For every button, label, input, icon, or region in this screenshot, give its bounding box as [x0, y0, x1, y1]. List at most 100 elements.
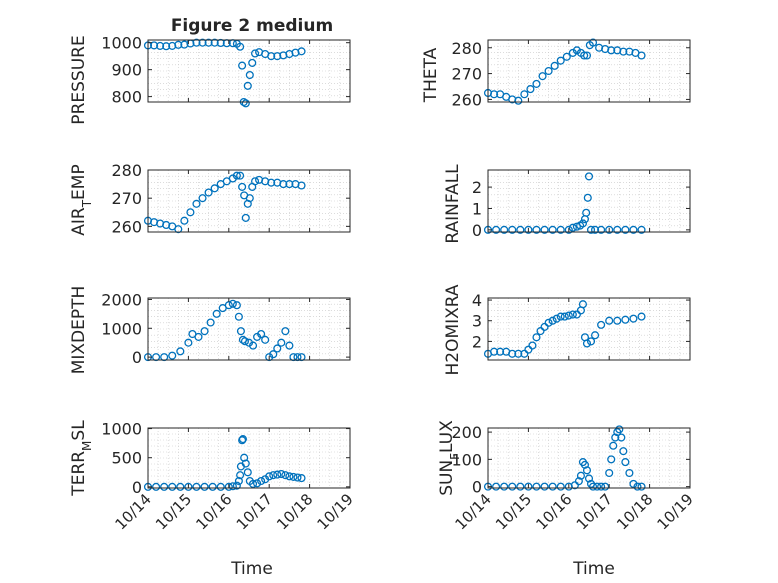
data-point-7-25	[609, 441, 618, 450]
data-point-7-16	[582, 466, 592, 475]
subplot-h2omixra: H2OMIXRA 23 4	[443, 284, 691, 376]
ytick-label-0-1: 900	[111, 61, 142, 80]
data-point-3-11	[568, 223, 577, 232]
ylabel-main-2: AIR	[69, 207, 89, 236]
data-point-4-9	[206, 318, 215, 327]
ytick-label-3-0: 0	[472, 221, 482, 240]
series-5	[483, 300, 646, 358]
data-point-3-9	[556, 225, 565, 234]
ytick-label-3-2: 2	[472, 178, 482, 197]
ylabel-tail-2: EMP	[69, 164, 89, 200]
data-point-2-7	[186, 208, 195, 217]
data-point-3-8	[548, 225, 557, 234]
ytick-label-1-2: 280	[451, 39, 482, 58]
ytick-label-5-0: 2	[472, 332, 482, 351]
data-point-5-23	[582, 339, 592, 348]
data-point-4-30	[289, 353, 298, 362]
data-point-2-8	[192, 199, 201, 208]
data-point-1-15	[572, 46, 581, 55]
data-point-0-17	[238, 61, 247, 70]
data-point-1-5	[514, 96, 523, 105]
data-point-6-34	[297, 474, 306, 483]
data-point-4-27	[277, 338, 286, 347]
data-point-6-29	[277, 469, 286, 479]
series-2	[143, 171, 306, 234]
data-point-2-17	[238, 182, 247, 191]
data-point-6-30	[281, 471, 290, 480]
data-point-4-8	[200, 327, 209, 336]
ytick-label-1-0: 260	[451, 90, 482, 109]
data-point-7-30	[619, 447, 628, 456]
data-point-4-20	[248, 341, 258, 350]
data-point-4-5	[184, 338, 193, 347]
data-point-4-16	[236, 327, 245, 336]
data-point-6-1	[152, 482, 161, 491]
data-point-4-32	[297, 353, 306, 362]
data-point-7-32	[625, 468, 634, 478]
axes-box-2	[147, 169, 351, 233]
data-point-6-33	[293, 473, 302, 482]
data-point-2-5	[174, 225, 183, 234]
data-point-4-28	[281, 327, 290, 336]
data-point-5-24	[586, 337, 596, 346]
data-point-2-15	[232, 171, 241, 180]
h2omixra-ylabel: H2OMIXRA	[443, 284, 463, 375]
data-point-1-7	[526, 85, 535, 94]
data-point-4-15	[234, 312, 243, 321]
data-point-5-29	[621, 315, 630, 324]
subplot-air-temp: AIRTEMP 260 270 280	[69, 161, 351, 236]
data-point-0-16	[236, 42, 245, 51]
series-7	[483, 425, 646, 491]
ytick-label-1-1: 270	[451, 65, 482, 84]
data-point-3-23	[613, 225, 622, 234]
ytick-label-2-2: 280	[111, 161, 142, 180]
data-point-1-18	[582, 51, 592, 60]
data-point-1-8	[532, 79, 541, 88]
series-1	[483, 38, 646, 105]
data-point-0-3	[162, 42, 171, 51]
data-point-7-29	[617, 433, 626, 442]
data-point-3-25	[629, 225, 638, 234]
ytick-label-6-0: 0	[132, 478, 142, 497]
data-point-1-23	[607, 46, 616, 55]
ytick-label-5-1: 3	[472, 312, 482, 331]
data-point-6-8	[208, 482, 217, 491]
data-point-0-21	[245, 70, 254, 80]
data-point-5-28	[613, 316, 622, 325]
data-point-7-20	[593, 482, 602, 491]
data-point-6-31	[285, 472, 294, 481]
data-point-7-17	[584, 474, 594, 483]
axes-box-1	[487, 39, 691, 103]
theta-ylabel: THETA	[421, 47, 441, 103]
data-point-7-11	[570, 481, 579, 490]
data-point-6-26	[265, 472, 274, 481]
data-point-7-21	[597, 482, 606, 491]
data-point-5-21	[578, 300, 587, 309]
data-point-1-14	[568, 48, 577, 57]
data-point-5-4	[508, 349, 517, 358]
data-point-5-30	[629, 314, 638, 323]
ytick-label-0-2: 1000	[101, 34, 142, 53]
data-point-4-14	[232, 301, 241, 310]
data-point-4-29	[285, 341, 294, 350]
data-point-3-6	[532, 225, 541, 234]
data-point-3-21	[597, 225, 606, 234]
ylabel-sub-7: F	[448, 453, 462, 460]
data-point-2-6	[180, 216, 189, 225]
data-point-4-25	[269, 350, 278, 359]
data-point-6-9	[216, 482, 225, 491]
axes-box-0	[147, 39, 351, 103]
data-point-6-4	[176, 482, 185, 491]
data-point-4-26	[273, 344, 282, 353]
data-point-6-2	[160, 482, 169, 491]
data-point-5-14	[552, 314, 561, 323]
data-point-2-23	[251, 177, 260, 186]
data-point-5-27	[605, 316, 614, 325]
data-point-3-2	[500, 225, 509, 234]
data-point-0-27	[273, 52, 282, 61]
subplot-rainfall: RAINFALL 0 1 2	[443, 164, 691, 244]
data-point-7-5	[524, 482, 533, 491]
series-6	[143, 435, 306, 491]
ytick-label-7-0: 0	[472, 478, 482, 497]
data-point-1-28	[637, 51, 646, 60]
